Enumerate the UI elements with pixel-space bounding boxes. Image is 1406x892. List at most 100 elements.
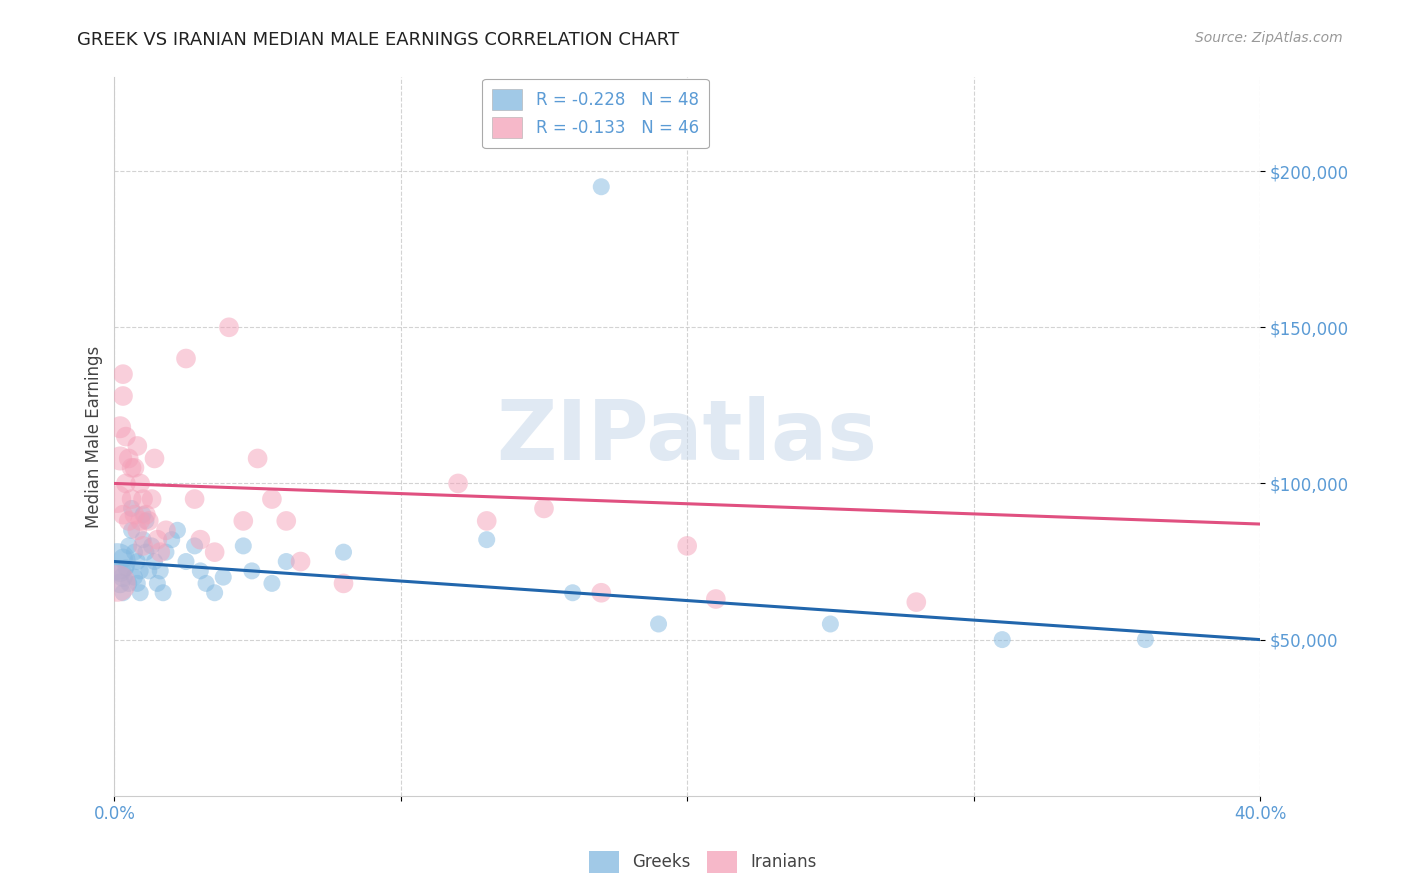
Point bbox=[533, 501, 555, 516]
Point bbox=[127, 439, 149, 453]
Point bbox=[332, 576, 354, 591]
Y-axis label: Median Male Earnings: Median Male Earnings bbox=[86, 345, 103, 528]
Point bbox=[111, 508, 134, 522]
Point bbox=[676, 539, 699, 553]
Point bbox=[166, 523, 188, 537]
Point bbox=[115, 429, 138, 443]
Point bbox=[1135, 632, 1157, 647]
Point bbox=[160, 533, 183, 547]
Point bbox=[647, 617, 669, 632]
Point bbox=[174, 555, 197, 569]
Point bbox=[146, 533, 169, 547]
Point bbox=[475, 514, 498, 528]
Point bbox=[121, 501, 143, 516]
Point bbox=[155, 523, 177, 537]
Point bbox=[118, 451, 141, 466]
Point bbox=[195, 576, 218, 591]
Point bbox=[146, 576, 169, 591]
Point bbox=[704, 592, 727, 607]
Point bbox=[129, 476, 152, 491]
Text: GREEK VS IRANIAN MEDIAN MALE EARNINGS CORRELATION CHART: GREEK VS IRANIAN MEDIAN MALE EARNINGS CO… bbox=[77, 31, 679, 49]
Point bbox=[127, 523, 149, 537]
Point bbox=[260, 576, 283, 591]
Point bbox=[132, 539, 155, 553]
Point bbox=[204, 545, 226, 559]
Legend: R = -0.228   N = 48, R = -0.133   N = 46: R = -0.228 N = 48, R = -0.133 N = 46 bbox=[482, 78, 709, 148]
Point bbox=[108, 564, 131, 578]
Point bbox=[143, 555, 166, 569]
Point bbox=[138, 564, 160, 578]
Point bbox=[115, 476, 138, 491]
Point bbox=[132, 491, 155, 506]
Point bbox=[591, 586, 613, 600]
Text: ZIPatlas: ZIPatlas bbox=[496, 396, 877, 477]
Point bbox=[143, 451, 166, 466]
Point bbox=[141, 539, 163, 553]
Point bbox=[232, 539, 254, 553]
Point bbox=[111, 586, 134, 600]
Point bbox=[152, 586, 174, 600]
Point bbox=[124, 508, 146, 522]
Point bbox=[124, 460, 146, 475]
Point bbox=[260, 491, 283, 506]
Point bbox=[991, 632, 1014, 647]
Point bbox=[111, 389, 134, 403]
Point bbox=[218, 320, 240, 334]
Point bbox=[138, 514, 160, 528]
Point bbox=[127, 576, 149, 591]
Legend: Greeks, Iranians: Greeks, Iranians bbox=[582, 845, 824, 880]
Point bbox=[141, 491, 163, 506]
Point bbox=[475, 533, 498, 547]
Point bbox=[204, 586, 226, 600]
Point bbox=[129, 564, 152, 578]
Point bbox=[108, 420, 131, 434]
Point bbox=[149, 564, 172, 578]
Point bbox=[212, 570, 235, 584]
Point bbox=[149, 545, 172, 559]
Text: Source: ZipAtlas.com: Source: ZipAtlas.com bbox=[1195, 31, 1343, 45]
Point bbox=[108, 576, 131, 591]
Point bbox=[108, 451, 131, 466]
Point bbox=[129, 586, 152, 600]
Point bbox=[118, 576, 141, 591]
Point bbox=[118, 514, 141, 528]
Point bbox=[332, 545, 354, 559]
Point bbox=[232, 514, 254, 528]
Point bbox=[105, 555, 128, 569]
Point bbox=[111, 570, 134, 584]
Point bbox=[240, 564, 263, 578]
Point bbox=[246, 451, 269, 466]
Point bbox=[591, 179, 613, 194]
Point bbox=[561, 586, 583, 600]
Point bbox=[129, 514, 152, 528]
Point bbox=[121, 523, 143, 537]
Point bbox=[124, 570, 146, 584]
Point bbox=[188, 564, 211, 578]
Point bbox=[183, 491, 205, 506]
Point bbox=[121, 491, 143, 506]
Point bbox=[111, 551, 134, 566]
Point bbox=[127, 555, 149, 569]
Point bbox=[121, 460, 143, 475]
Point bbox=[174, 351, 197, 366]
Point bbox=[118, 539, 141, 553]
Point bbox=[155, 545, 177, 559]
Point bbox=[124, 545, 146, 559]
Point bbox=[188, 533, 211, 547]
Point bbox=[905, 595, 928, 609]
Point bbox=[290, 555, 312, 569]
Point bbox=[105, 576, 128, 591]
Point bbox=[111, 367, 134, 381]
Point bbox=[132, 533, 155, 547]
Point bbox=[183, 539, 205, 553]
Point bbox=[135, 545, 157, 559]
Point bbox=[820, 617, 842, 632]
Point bbox=[132, 508, 155, 522]
Point bbox=[105, 491, 128, 506]
Point bbox=[135, 508, 157, 522]
Point bbox=[135, 514, 157, 528]
Point bbox=[276, 555, 298, 569]
Point bbox=[447, 476, 470, 491]
Point bbox=[115, 561, 138, 575]
Point bbox=[276, 514, 298, 528]
